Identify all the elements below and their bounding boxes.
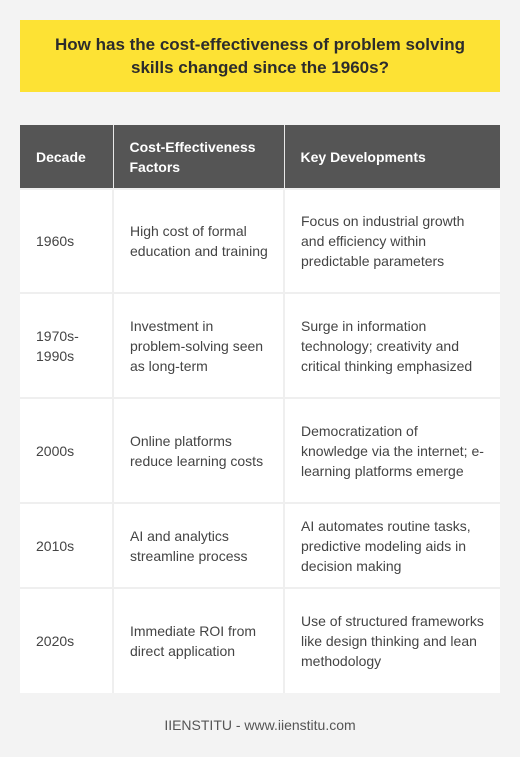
- comparison-table: Decade Cost-Effectiveness Factors Key De…: [20, 125, 500, 693]
- cell-developments: Focus on industrial growth and efficienc…: [284, 188, 500, 293]
- footer-credit: IIENSTITU - www.iienstitu.com: [164, 717, 356, 733]
- table-row: 2010s AI and analytics streamline proces…: [20, 502, 500, 588]
- cell-factors: Online platforms reduce learning costs: [113, 397, 285, 503]
- cell-decade: 1960s: [20, 188, 114, 293]
- cell-developments: AI automates routine tasks, predictive m…: [284, 502, 500, 588]
- question-banner: How has the cost-effectiveness of proble…: [20, 20, 500, 92]
- table-row: 1960s High cost of formal education and …: [20, 188, 500, 293]
- cell-decade: 1970s-1990s: [20, 292, 114, 398]
- cell-developments: Democratization of knowledge via the int…: [284, 397, 500, 503]
- cell-factors: High cost of formal education and traini…: [113, 188, 285, 293]
- table-header-row: Decade Cost-Effectiveness Factors Key De…: [20, 125, 500, 189]
- header-decade: Decade: [20, 125, 114, 189]
- cell-decade: 2020s: [20, 587, 114, 693]
- cell-developments: Use of structured frameworks like design…: [284, 587, 500, 693]
- cell-factors: Investment in problem-solving seen as lo…: [113, 292, 285, 398]
- table-row: 1970s-1990s Investment in problem-solvin…: [20, 292, 500, 398]
- cell-decade: 2010s: [20, 502, 114, 588]
- table-row: 2000s Online platforms reduce learning c…: [20, 397, 500, 503]
- question-title: How has the cost-effectiveness of proble…: [55, 35, 465, 77]
- table-row: 2020s Immediate ROI from direct applicat…: [20, 587, 500, 693]
- comparison-table-container: Decade Cost-Effectiveness Factors Key De…: [20, 125, 500, 693]
- header-key-developments: Key Developments: [284, 125, 500, 189]
- cell-developments: Surge in information technology; creativ…: [284, 292, 500, 398]
- cell-factors: Immediate ROI from direct application: [113, 587, 285, 693]
- cell-decade: 2000s: [20, 397, 114, 503]
- cell-factors: AI and analytics streamline process: [113, 502, 285, 588]
- header-cost-factors: Cost-Effectiveness Factors: [113, 125, 285, 189]
